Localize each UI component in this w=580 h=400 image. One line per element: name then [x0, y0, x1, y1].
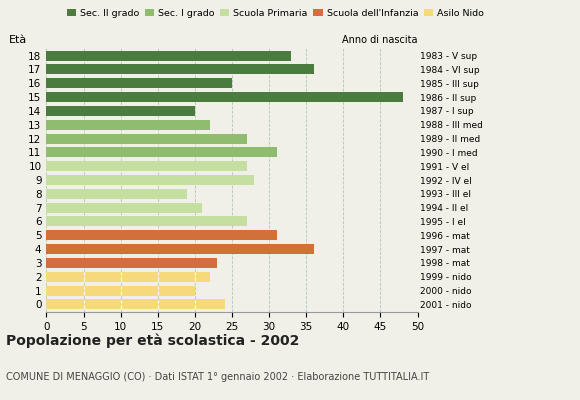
Bar [46, 230, 277, 240]
Bar [46, 272, 210, 282]
Bar [46, 175, 254, 185]
Text: Età: Età [9, 35, 27, 45]
Bar [46, 216, 247, 226]
Legend: Sec. II grado, Sec. I grado, Scuola Primaria, Scuola dell'Infanzia, Asilo Nido: Sec. II grado, Sec. I grado, Scuola Prim… [63, 5, 488, 21]
Bar [46, 92, 403, 102]
Bar [46, 120, 210, 130]
Bar [46, 161, 247, 171]
Bar [46, 78, 232, 88]
Text: Popolazione per età scolastica - 2002: Popolazione per età scolastica - 2002 [6, 334, 299, 348]
Bar [46, 51, 291, 60]
Bar [46, 258, 217, 268]
Bar [46, 286, 195, 296]
Bar [46, 64, 314, 74]
Bar [46, 203, 202, 213]
Bar [46, 189, 187, 199]
Bar [46, 147, 277, 157]
Bar [46, 134, 247, 144]
Bar [46, 106, 195, 116]
Text: Anno di nascita: Anno di nascita [342, 35, 418, 45]
Bar [46, 300, 224, 309]
Bar [46, 244, 314, 254]
Text: COMUNE DI MENAGGIO (CO) · Dati ISTAT 1° gennaio 2002 · Elaborazione TUTTITALIA.I: COMUNE DI MENAGGIO (CO) · Dati ISTAT 1° … [6, 372, 429, 382]
